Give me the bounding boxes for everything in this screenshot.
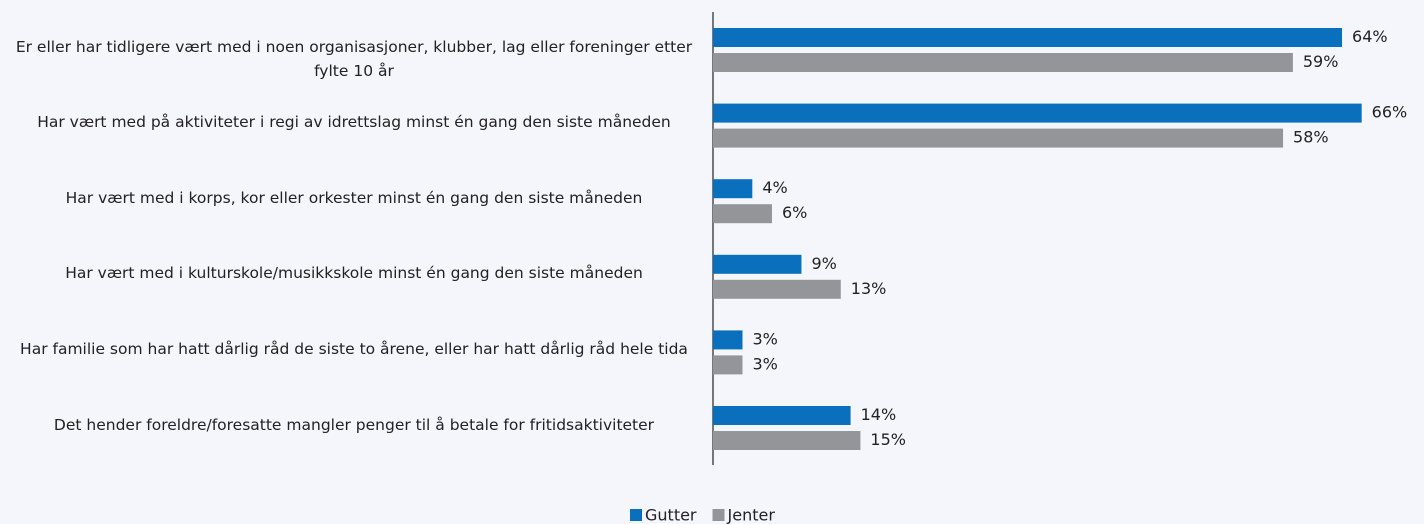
category-label: Det hender foreldre/foresatte mangler pe…	[53, 415, 655, 434]
bar	[713, 431, 861, 450]
bar	[713, 53, 1293, 72]
legend-swatch	[712, 509, 725, 521]
bar	[713, 103, 1362, 123]
bar	[713, 128, 1284, 148]
category-label: Er eller har tidligere vært med i noen o…	[15, 37, 693, 80]
data-label: 13%	[851, 279, 887, 298]
data-label: 14%	[861, 405, 897, 424]
legend-label: Gutter	[645, 506, 697, 524]
bar	[713, 355, 743, 375]
data-label: 64%	[1352, 27, 1388, 46]
category-label: Har vært med på aktiviteter i regi av id…	[37, 113, 671, 132]
bar	[713, 279, 841, 299]
data-label: 4%	[762, 178, 787, 197]
legend-label: Jenter	[727, 506, 776, 524]
data-label: 15%	[870, 430, 906, 449]
bar	[713, 179, 753, 199]
data-label: 3%	[752, 354, 777, 373]
bar	[713, 28, 1343, 47]
data-label: 66%	[1372, 103, 1408, 122]
legend-swatch	[630, 509, 642, 521]
data-label: 6%	[782, 203, 807, 222]
data-label: 58%	[1293, 128, 1329, 147]
data-label: 3%	[752, 329, 777, 348]
bar	[713, 330, 743, 350]
bar	[713, 254, 802, 274]
category-label: Har vært med i kulturskole/musikkskole m…	[65, 264, 643, 283]
category-label: Har familie som har hatt dårlig råd de s…	[20, 339, 688, 358]
bar	[713, 406, 851, 425]
data-label: 9%	[811, 254, 836, 273]
data-label: 59%	[1303, 52, 1339, 71]
category-label: Har vært med i korps, kor eller orkester…	[65, 188, 643, 207]
bar	[713, 204, 772, 224]
